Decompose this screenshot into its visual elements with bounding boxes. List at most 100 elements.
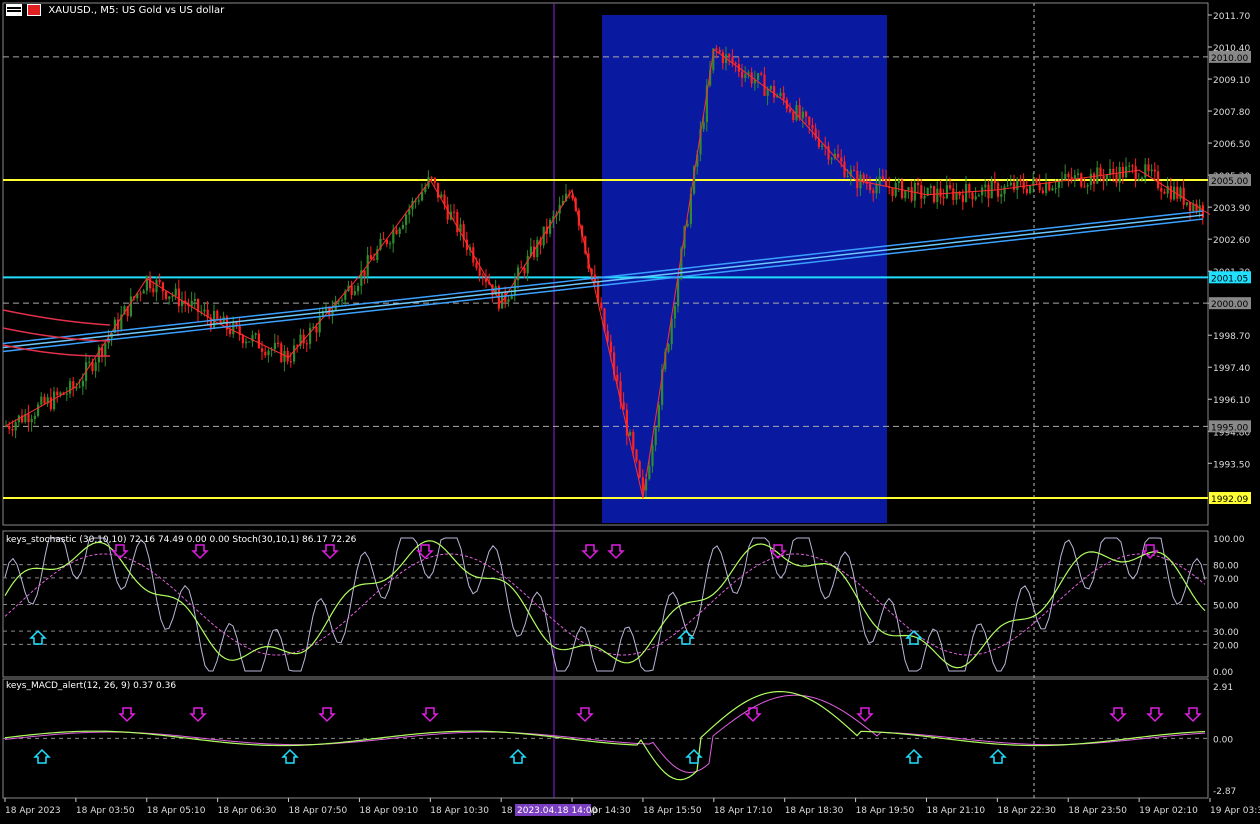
candle-body: [958, 191, 961, 196]
price-label: 1992.09: [1211, 495, 1248, 505]
candle-body: [1077, 173, 1080, 176]
chart-icon[interactable]: [27, 4, 42, 16]
table-icon[interactable]: [6, 4, 22, 16]
time-label: 18 Apr 18:30: [785, 806, 844, 816]
candle-body: [408, 209, 411, 215]
macd-sell-arrow-icon: [421, 707, 439, 723]
candle-body: [661, 369, 664, 405]
candle-body: [891, 187, 894, 197]
price-tick-label: 1993.50: [1213, 460, 1250, 470]
candle-body: [235, 322, 238, 326]
candle-body: [1045, 182, 1048, 194]
candle-body: [459, 224, 462, 233]
price-tick-label: 2009.10: [1213, 76, 1250, 86]
candle-body: [910, 187, 913, 201]
candle-body: [414, 200, 417, 202]
candle-body: [152, 288, 155, 293]
candle-body: [1147, 164, 1150, 172]
macd-title: keys_MACD_alert(12, 26, 9) 0.37 0.36: [6, 681, 177, 691]
candle-body: [926, 187, 929, 196]
macd-sell-arrow-icon: [1109, 707, 1127, 723]
macd-buy-arrow-icon: [33, 748, 51, 764]
candle-body: [792, 111, 795, 120]
candle-body: [744, 74, 747, 78]
candle-body: [904, 190, 907, 199]
candle-body: [645, 478, 648, 491]
candle-body: [779, 92, 782, 96]
candle-body: [392, 229, 395, 244]
candle-body: [261, 348, 264, 352]
candle-body: [161, 282, 164, 292]
price-panel: [2, 2, 1209, 526]
candle-body: [600, 302, 603, 309]
candle-body: [331, 310, 334, 316]
candle-body: [805, 111, 808, 117]
candle-body: [648, 466, 651, 479]
candle-body: [200, 311, 203, 313]
candle-body: [817, 138, 820, 147]
candle-body: [145, 276, 148, 291]
candle-body: [389, 243, 392, 245]
candle-body: [549, 220, 552, 234]
candle-body: [801, 111, 804, 119]
stoch-main-line: [4, 540, 1206, 669]
candle-body: [821, 145, 824, 147]
candle-body: [1086, 185, 1089, 187]
candle-body: [581, 225, 584, 237]
price-label-box: [1209, 420, 1251, 433]
candle-body: [865, 182, 868, 184]
candle-body: [33, 415, 36, 420]
candle-body: [1057, 181, 1060, 188]
time-label: 18 Apr 2023: [5, 806, 61, 816]
candle-body: [379, 238, 382, 250]
candle-body: [923, 195, 926, 199]
candle-body: [363, 270, 366, 276]
candle-body: [1169, 185, 1172, 200]
macd-sell-arrow-icon: [576, 707, 594, 723]
candle-body: [437, 182, 440, 198]
stoch-buy-arrow-icon: [677, 629, 695, 645]
candle-body: [798, 105, 801, 119]
ma-red-line: [2, 344, 111, 357]
candle-body: [216, 310, 219, 320]
candle-body: [1025, 188, 1028, 193]
price-tick-label: 1994.80: [1213, 428, 1250, 438]
candle-body: [539, 239, 542, 246]
stoch-raw-line: [4, 537, 1206, 672]
candle-body: [241, 335, 244, 344]
candle-body: [286, 350, 289, 362]
candle-body: [728, 54, 731, 57]
candle-body: [1112, 168, 1115, 175]
candle-body: [446, 204, 449, 220]
macd-buy-arrow-icon: [685, 748, 703, 764]
candle-body: [1029, 185, 1032, 193]
candle-body: [104, 343, 107, 357]
candle-body: [101, 347, 104, 357]
candle-body: [59, 392, 62, 396]
stoch-sell-arrow-icon: [1141, 544, 1159, 560]
candle-body: [968, 184, 971, 193]
candle-body: [603, 308, 606, 331]
candle-body: [782, 92, 785, 100]
candle-body: [517, 267, 520, 281]
candle-body: [1064, 173, 1067, 180]
candle-body: [1099, 167, 1102, 176]
candle-body: [565, 193, 568, 201]
candle-body: [280, 343, 283, 362]
candle-body: [1105, 174, 1108, 182]
candle-body: [936, 188, 939, 203]
candle-body: [606, 330, 609, 342]
candle-body: [350, 285, 353, 295]
stoch-sell-arrow-icon: [416, 544, 434, 560]
candle-body: [773, 86, 776, 98]
candle-body: [872, 190, 875, 194]
candle-body: [270, 349, 273, 351]
time-label: 18 Apr 15:50: [643, 806, 702, 816]
candle-body: [552, 216, 555, 221]
candle-body: [94, 362, 97, 372]
candle-body: [814, 128, 817, 139]
candle-body: [1032, 178, 1035, 186]
candle-body: [405, 214, 408, 225]
